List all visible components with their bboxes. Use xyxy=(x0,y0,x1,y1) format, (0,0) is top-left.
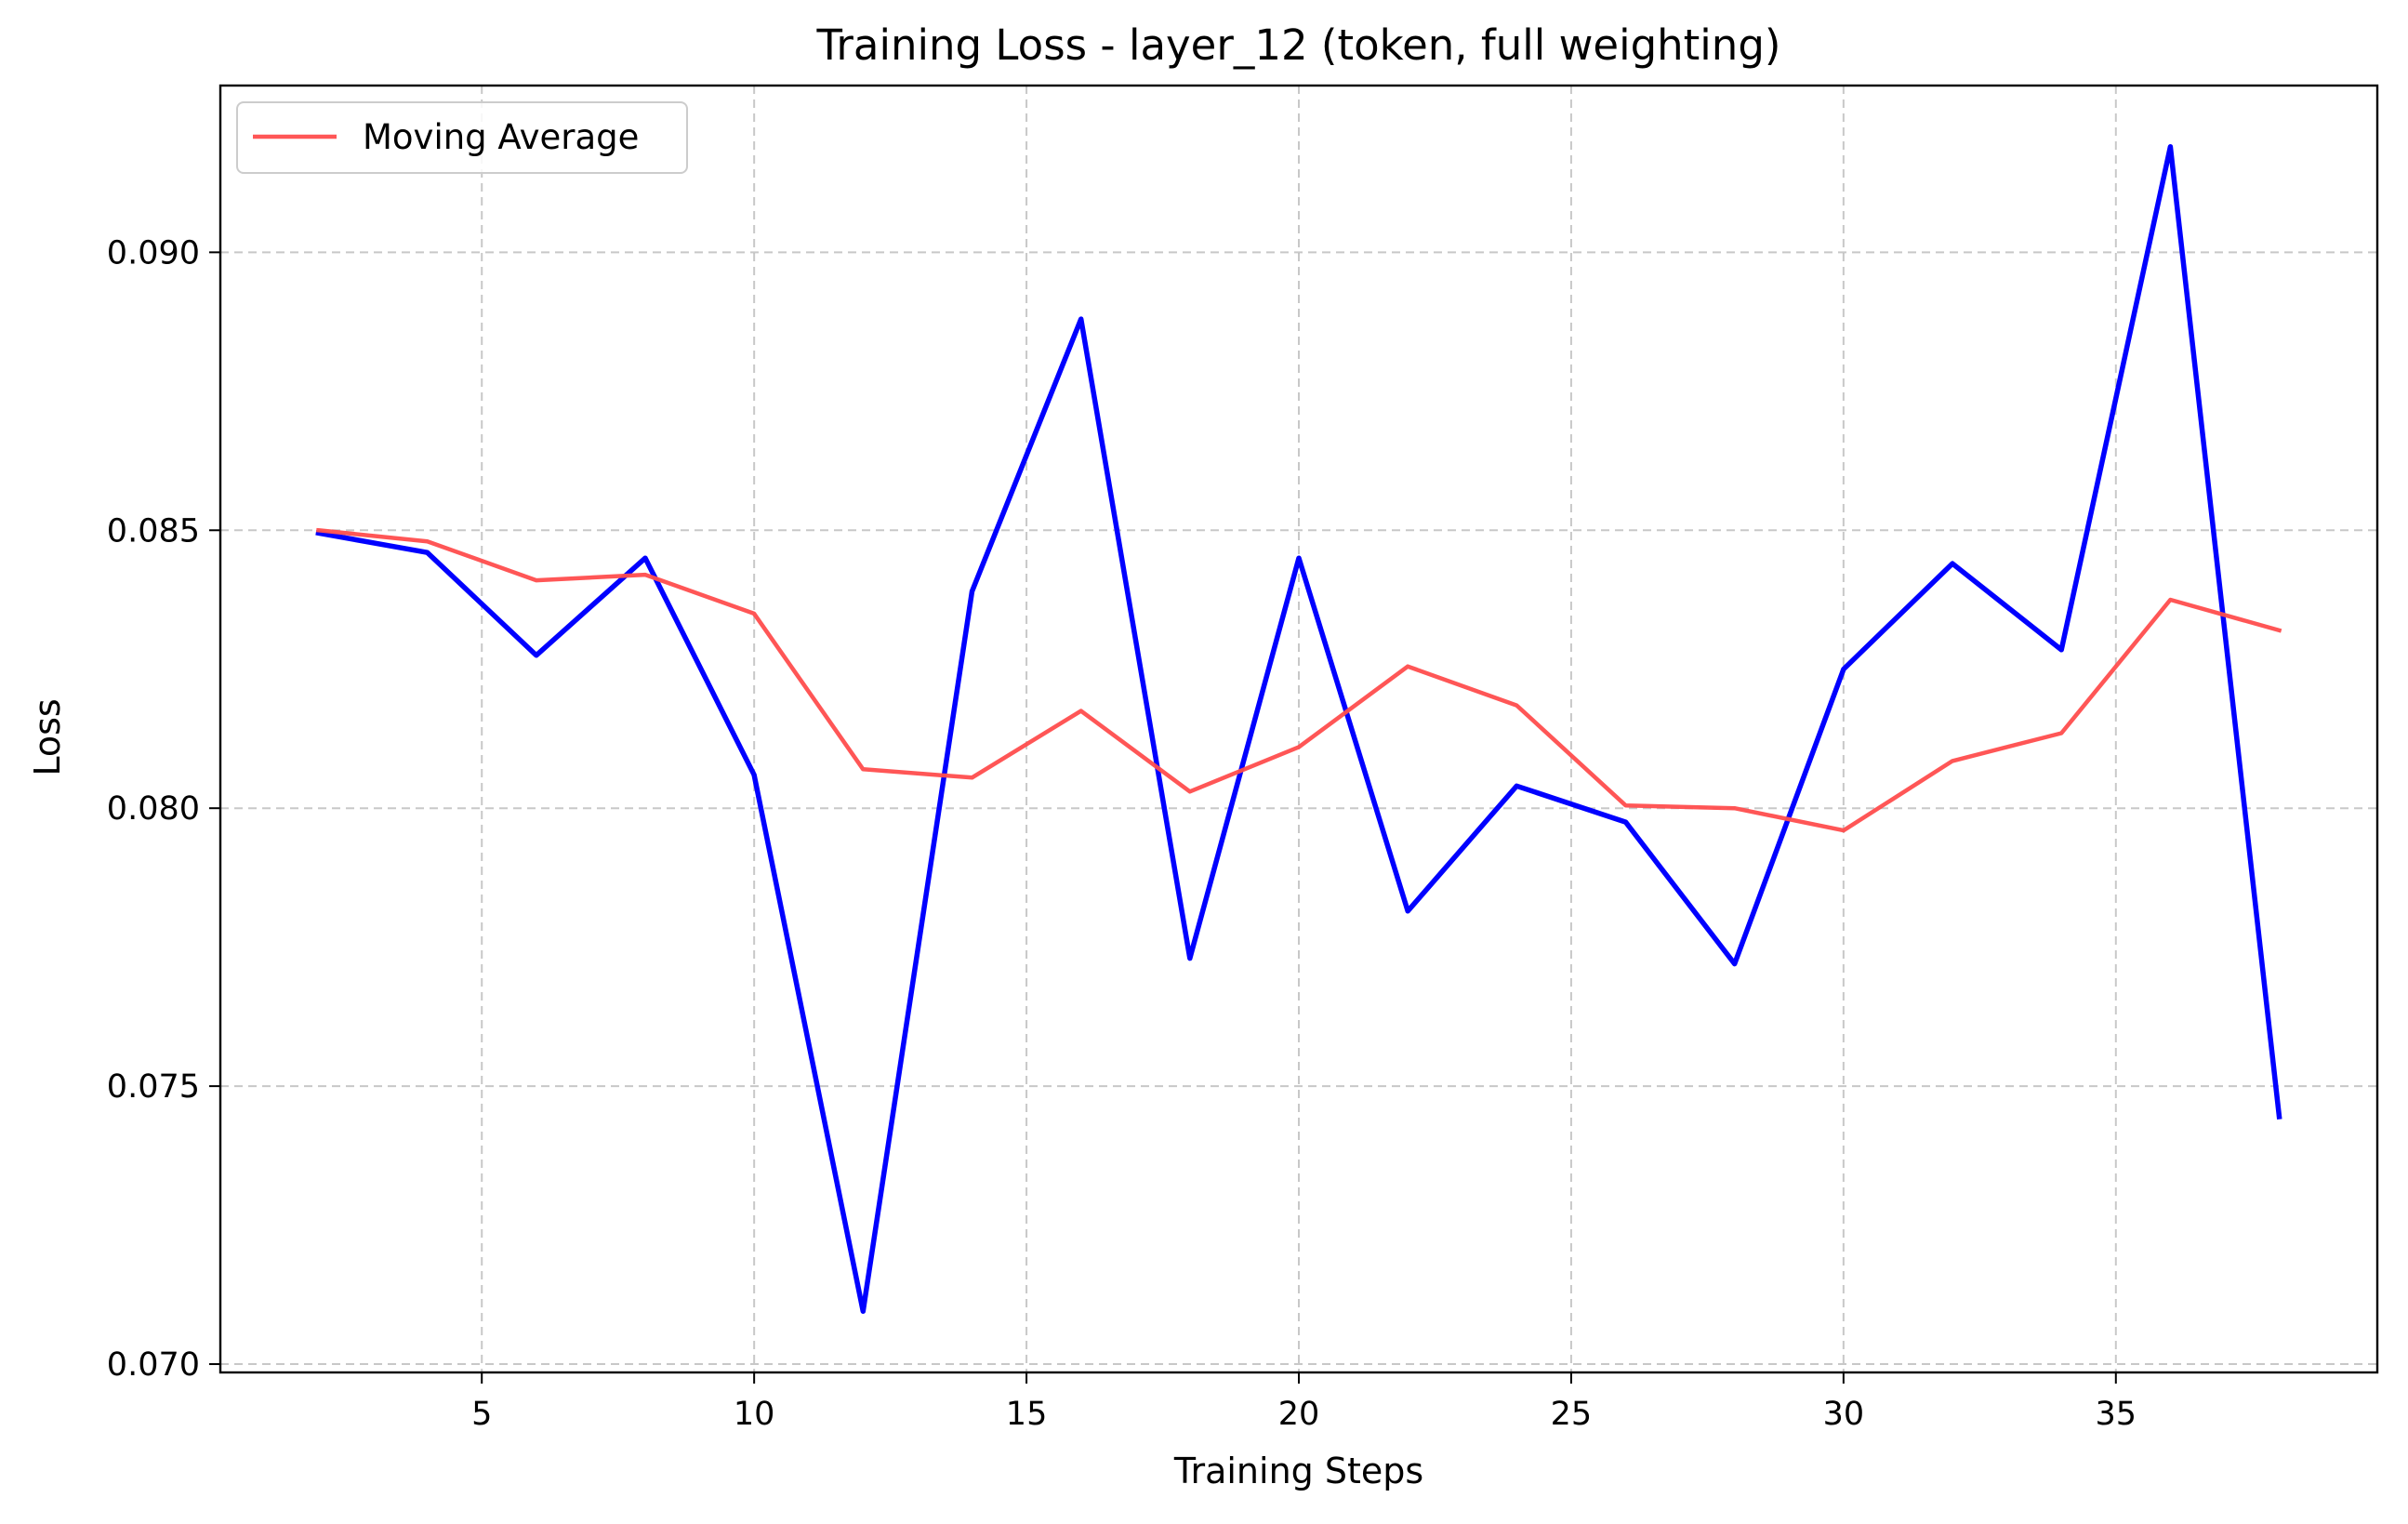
moving-average-line xyxy=(316,527,2282,833)
loss-series-line xyxy=(315,144,2282,1314)
legend-box xyxy=(236,101,688,174)
x-axis-label: Training Steps xyxy=(1173,1451,1423,1491)
axis-ticks: 5 10 15 20 25 30 35 0.070 0.075 0.080 0.085 0.090 xyxy=(107,234,2137,1433)
y-axis-label: Loss xyxy=(27,698,68,775)
y-tick-label: 0.070 xyxy=(107,1346,200,1384)
x-tick-label: 15 xyxy=(1006,1396,1048,1433)
x-tick-label: 10 xyxy=(734,1396,775,1433)
x-tick-label: 30 xyxy=(1823,1396,1865,1433)
y-tick-label: 0.080 xyxy=(107,790,200,828)
y-tick-label: 0.075 xyxy=(107,1068,200,1106)
y-tick-label: 0.085 xyxy=(107,512,200,550)
chart-title: Training Loss - layer_12 (token, full we… xyxy=(816,20,1781,70)
y-tick-label: 0.090 xyxy=(107,234,200,272)
x-tick-label: 20 xyxy=(1278,1396,1320,1433)
legend: Moving Average xyxy=(236,101,688,174)
legend-label-moving-average: Moving Average xyxy=(363,117,639,157)
x-tick-label: 25 xyxy=(1551,1396,1593,1433)
grid-lines xyxy=(220,86,2377,1372)
x-tick-label: 5 xyxy=(471,1396,492,1433)
series-lines xyxy=(315,144,2282,1314)
x-tick-label: 35 xyxy=(2096,1396,2137,1433)
